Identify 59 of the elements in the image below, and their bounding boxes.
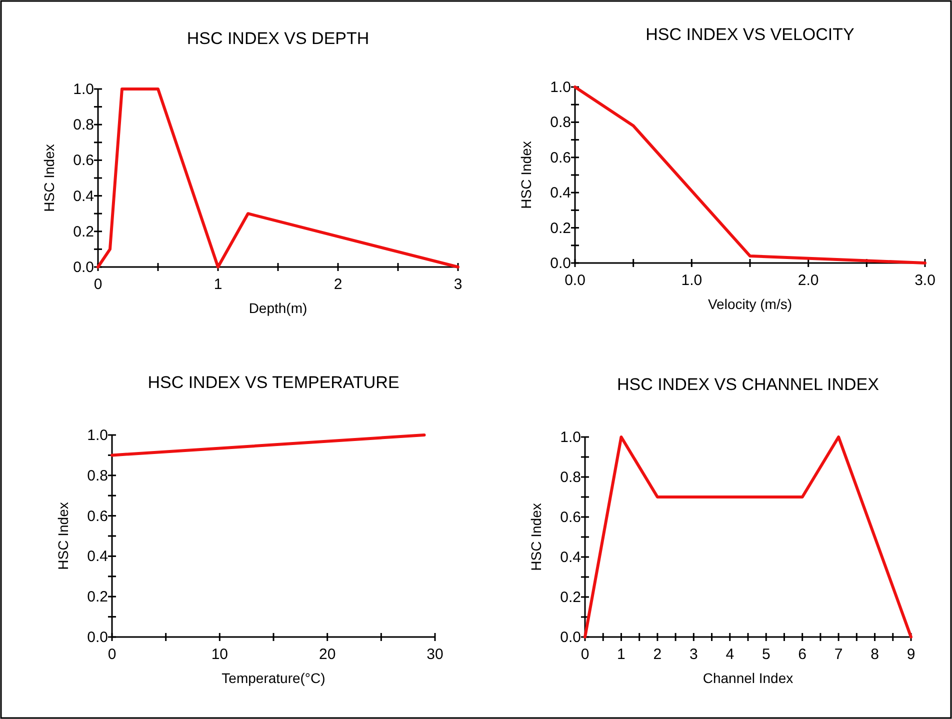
x-tick-label: 7 (834, 646, 843, 663)
y-tick-label: 0.4 (73, 188, 94, 205)
y-tick-label: 1.0 (550, 79, 571, 96)
y-tick-label: 1.0 (73, 81, 94, 98)
y-tick-label: 0.6 (550, 149, 571, 166)
y-tick-label: 1.0 (87, 427, 108, 444)
y-tick-label: 0.2 (560, 589, 581, 606)
y-tick-label: 0.4 (87, 548, 108, 566)
x-tick-label: 10 (211, 646, 228, 663)
y-tick-label: 0.0 (560, 629, 581, 646)
x-tick-label: 9 (906, 646, 916, 663)
y-tick-label: 0.4 (560, 549, 581, 566)
x-axis-title: Velocity (m/s) (708, 296, 792, 312)
x-tick-label: 2 (334, 276, 342, 293)
y-tick-label: 1.0 (560, 429, 581, 446)
y-axis-title: HSC Index (528, 503, 544, 571)
x-tick-label: 5 (762, 646, 770, 663)
x-tick-label: 0 (108, 646, 116, 663)
y-tick-label: 0.4 (550, 184, 571, 202)
x-tick-label: 3 (689, 646, 698, 663)
y-tick-label: 0.2 (550, 220, 571, 237)
y-tick-label: 0.8 (87, 467, 108, 484)
chart-title: HSC INDEX VS TEMPERATURE (148, 373, 400, 392)
x-tick-label: 6 (798, 646, 807, 663)
x-tick-label: 20 (318, 646, 336, 663)
y-tick-label: 0.2 (73, 223, 94, 240)
x-tick-label: 0 (580, 646, 590, 663)
x-tick-label: 1 (214, 276, 222, 293)
y-tick-label: 0.6 (73, 152, 94, 170)
x-tick-label: 0 (94, 276, 102, 293)
x-tick-label: 1.0 (681, 272, 702, 289)
y-axis-title: HSC Index (518, 141, 534, 209)
x-tick-label: 8 (870, 646, 879, 663)
x-tick-label: 1 (617, 646, 626, 663)
y-tick-label: 0.2 (87, 588, 108, 606)
y-tick-label: 0.6 (560, 509, 581, 526)
chart-title: HSC INDEX VS CHANNEL INDEX (617, 375, 879, 394)
y-axis-title: HSC Index (55, 502, 71, 570)
x-tick-label: 4 (726, 646, 734, 663)
y-tick-label: 0.8 (73, 116, 94, 134)
chart-title: HSC INDEX VS VELOCITY (646, 25, 854, 44)
y-tick-label: 0.0 (87, 629, 108, 646)
x-tick-label: 3.0 (914, 272, 936, 289)
chart-title: HSC INDEX VS DEPTH (186, 29, 370, 48)
line-series (96, 88, 460, 268)
y-tick-label: 0.0 (550, 255, 571, 272)
x-tick-label: 2 (653, 646, 662, 663)
y-tick-label: 0.6 (87, 508, 108, 525)
line-series (574, 86, 926, 264)
x-tick-label: 30 (426, 646, 444, 663)
y-axis-title: HSC Index (41, 144, 57, 212)
x-axis-title: Channel Index (702, 670, 794, 686)
x-axis-title: Depth(m) (248, 300, 308, 316)
x-tick-label: 2.0 (798, 272, 819, 289)
y-tick-label: 0.0 (73, 259, 94, 276)
x-axis-title: Temperature(°C) (222, 670, 326, 686)
y-tick-label: 0.8 (560, 469, 581, 486)
x-tick-label: 3 (454, 276, 462, 293)
y-tick-label: 0.8 (550, 114, 571, 132)
